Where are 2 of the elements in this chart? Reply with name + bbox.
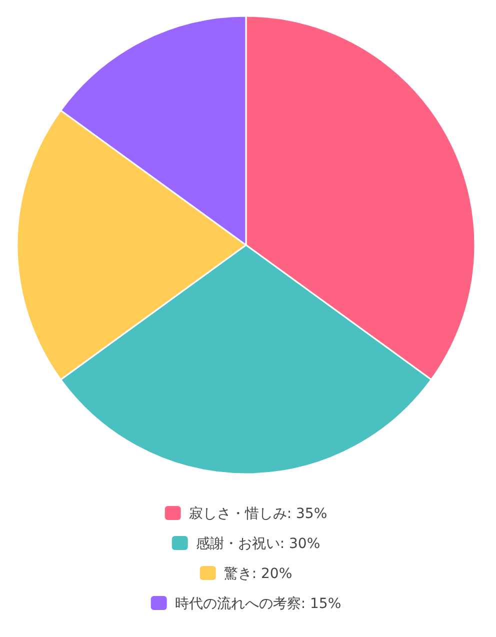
legend-label: 驚き: 20% (224, 566, 292, 582)
legend-label: 感謝・お祝い: 30% (196, 536, 320, 552)
